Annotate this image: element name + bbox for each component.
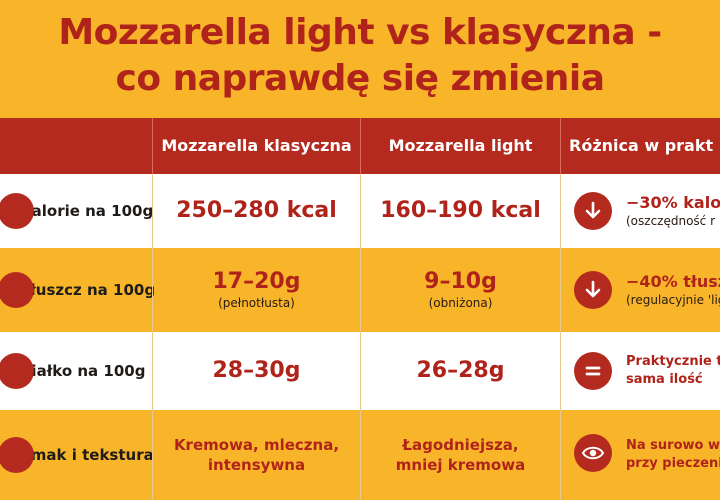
header-classic: Mozzarella klasyczna [161,136,352,155]
light-value: 26–28g [416,358,505,383]
title-line-1: Mozzarella light vs klasyczna - [58,12,662,53]
param-label: Tłuszcz na 100g [20,281,156,299]
equals-icon [574,352,612,390]
table-row: Tłuszcz na 100g 17–20g (pełnotłusta) 9–1… [0,248,720,332]
arrow-down-icon [574,192,612,230]
difference-main: Praktycznie t [626,354,720,369]
light-value: 160–190 kcal [380,198,541,223]
param-label: Białko na 100g [20,362,146,380]
classic-note: intensywna [207,456,306,474]
classic-note: (pełnotłusta) [218,296,295,310]
table-row: Kalorie na 100g 250–280 kcal 160–190 kca… [0,174,720,248]
comparison-table: Mozzarella klasyczna Mozzarella light Ró… [0,118,720,500]
difference-cell: −30% kalo (oszczędność r [560,174,720,248]
difference-cell: Praktycznie t sama ilość [560,332,720,410]
arrow-down-icon [574,271,612,309]
eye-icon [574,434,612,472]
classic-value: 250–280 kcal [176,198,337,223]
row-marker-icon [0,193,34,229]
difference-main: Na surowo wid [626,438,720,453]
difference-main: −30% kalo [626,193,720,212]
difference-cell: −40% tłusz (regulacyjnie 'lig [560,248,720,332]
header-difference: Różnica w prakt [569,136,714,155]
header-light: Mozzarella light [388,136,533,155]
classic-value: 17–20g [212,269,301,294]
difference-note: (oszczędność r [626,214,716,228]
difference-note: przy pieczeniu [626,456,720,471]
difference-note: sama ilość [626,372,703,387]
table-row: Białko na 100g 28–30g 26–28g Praktycznie… [0,332,720,410]
table-header: Mozzarella klasyczna Mozzarella light Ró… [0,118,720,174]
page-title: Mozzarella light vs klasyczna - co napra… [0,10,720,102]
classic-value: 28–30g [212,358,301,383]
table-row: Smak i tekstura Kremowa, mleczna, intens… [0,410,720,500]
row-marker-icon [0,437,34,473]
row-marker-icon [0,353,34,389]
param-label: Kalorie na 100g [20,202,154,220]
light-value: 9–10g [424,269,497,294]
difference-note: (regulacyjnie 'lig [626,293,720,307]
difference-cell: Na surowo wid przy pieczeniu [560,410,720,500]
title-line-2: co naprawdę się zmienia [115,58,605,99]
light-note: (obniżona) [428,296,493,310]
light-value: Łagodniejsza, [402,436,519,454]
light-note: mniej kremowa [395,456,526,474]
difference-main: −40% tłusz [626,272,720,291]
classic-value: Kremowa, mleczna, [173,436,340,454]
row-marker-icon [0,272,34,308]
param-label: Smak i tekstura [20,446,154,464]
